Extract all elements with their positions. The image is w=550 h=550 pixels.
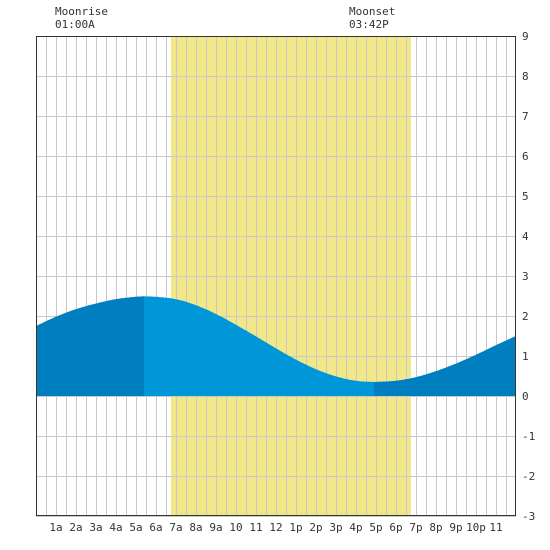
tide-area-night xyxy=(374,336,516,396)
y-tick-label: -2 xyxy=(522,470,535,483)
y-tick-label: -1 xyxy=(522,430,535,443)
x-tick-label: 2p xyxy=(309,521,322,534)
y-tick-label: 7 xyxy=(522,110,529,123)
y-tick-label: -3 xyxy=(522,510,535,523)
x-tick-label: 3a xyxy=(89,521,102,534)
tide-area xyxy=(36,296,516,396)
x-tick-label: 9a xyxy=(209,521,222,534)
x-tick-label: 2a xyxy=(69,521,82,534)
y-tick-label: 0 xyxy=(522,390,529,403)
y-tick-label: 3 xyxy=(522,270,529,283)
plot-border xyxy=(36,36,516,516)
x-tick-label: 8p xyxy=(429,521,442,534)
x-tick-label: 5p xyxy=(369,521,382,534)
tide-area-night xyxy=(36,296,144,396)
y-tick-label: 6 xyxy=(522,150,529,163)
x-tick-label: 7a xyxy=(169,521,182,534)
y-tick-label: 2 xyxy=(522,310,529,323)
x-tick-label: 7p xyxy=(409,521,422,534)
x-tick-label: 11 xyxy=(489,521,502,534)
x-tick-label: 1a xyxy=(49,521,62,534)
y-tick-label: 8 xyxy=(522,70,529,83)
y-tick-label: 4 xyxy=(522,230,529,243)
y-tick-label: 5 xyxy=(522,190,529,203)
x-tick-label: 1p xyxy=(289,521,302,534)
x-tick-label: 4a xyxy=(109,521,122,534)
x-tick-label: 6p xyxy=(389,521,402,534)
x-tick-label: 6a xyxy=(149,521,162,534)
moonrise-info: Moonrise 01:00A xyxy=(55,5,108,31)
x-tick-label: 8a xyxy=(189,521,202,534)
x-tick-label: 5a xyxy=(129,521,142,534)
moonrise-label: Moonrise xyxy=(55,5,108,18)
moonset-label: Moonset xyxy=(349,5,396,18)
x-tick-label: 11 xyxy=(249,521,262,534)
x-tick-label: 12 xyxy=(269,521,282,534)
moonset-time: 03:42P xyxy=(349,18,389,31)
x-tick-label: 9p xyxy=(449,521,462,534)
y-tick-label: 9 xyxy=(522,30,529,43)
x-tick-label: 3p xyxy=(329,521,342,534)
x-tick-label: 4p xyxy=(349,521,362,534)
moonset-info: Moonset 03:42P xyxy=(349,5,395,31)
y-tick-label: 1 xyxy=(522,350,529,363)
moonrise-time: 01:00A xyxy=(55,18,95,31)
x-tick-label: 10 xyxy=(229,521,242,534)
x-tick-label: 10p xyxy=(466,521,486,534)
